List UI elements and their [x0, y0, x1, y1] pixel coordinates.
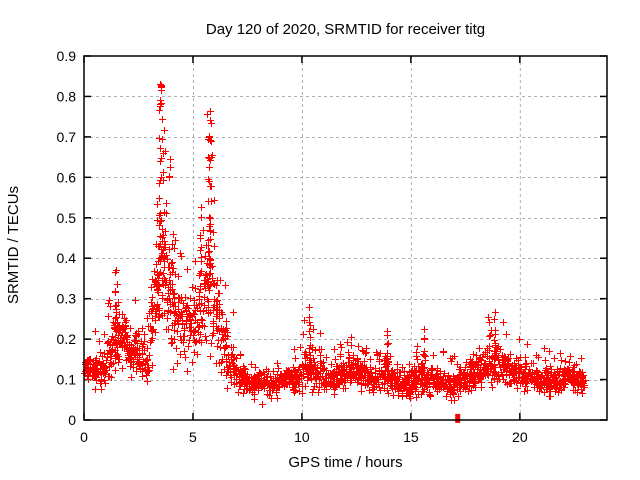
y-tick-label: 0.7 [57, 129, 77, 145]
y-tick-label: 0.5 [57, 210, 77, 226]
y-tick-label: 0.6 [57, 169, 77, 185]
y-tick-label: 0.8 [57, 88, 77, 104]
x-tick-label: 15 [403, 429, 419, 445]
chart-title: Day 120 of 2020, SRMTID for receiver tit… [206, 21, 485, 38]
scatter-points [81, 81, 589, 408]
x-tick-label: 0 [80, 429, 88, 445]
y-tick-label: 0.2 [57, 331, 77, 347]
y-tick-label: 0.1 [57, 372, 77, 388]
plot-border [83, 55, 608, 421]
x-axis-label: GPS time / hours [288, 454, 402, 471]
y-axis-label: SRMTID / TECUs [5, 186, 22, 304]
x-tick-label: 20 [512, 429, 528, 445]
x-tick-label: 10 [294, 429, 310, 445]
y-tick-label: 0.4 [57, 250, 77, 266]
outlier-point-square [455, 413, 461, 423]
y-tick-label: 0 [68, 412, 76, 428]
y-tick-label: 0.9 [57, 48, 77, 64]
y-tick-label: 0.3 [57, 291, 77, 307]
grid-lines [84, 56, 607, 420]
data-points-layer [81, 81, 589, 423]
x-tick-label: 5 [189, 429, 197, 445]
axis-tick-labels: 0 5 10 15 20 0 0.1 0.2 0.3 0.4 0.5 0.6 0.7 0.8 0.9 [57, 48, 528, 445]
